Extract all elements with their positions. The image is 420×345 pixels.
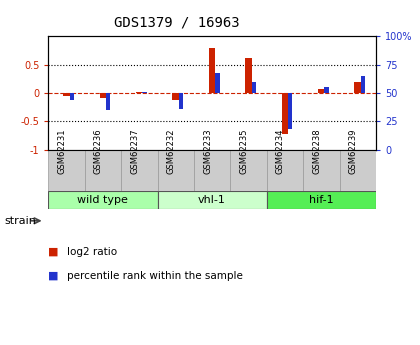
- Bar: [339, 150, 376, 191]
- Bar: [48, 191, 158, 209]
- Bar: [106, 93, 110, 110]
- Text: GSM62237: GSM62237: [130, 128, 139, 174]
- Bar: [215, 72, 220, 93]
- Bar: [245, 58, 252, 93]
- Bar: [318, 89, 325, 93]
- Text: GSM62233: GSM62233: [203, 128, 212, 174]
- Bar: [158, 191, 267, 209]
- Bar: [121, 150, 158, 191]
- Text: wild type: wild type: [77, 195, 129, 205]
- Text: GSM62236: GSM62236: [94, 128, 103, 174]
- Text: GSM62238: GSM62238: [312, 128, 321, 174]
- Bar: [230, 150, 267, 191]
- Text: GSM62231: GSM62231: [58, 128, 66, 174]
- Text: GSM62235: GSM62235: [239, 128, 249, 174]
- Bar: [85, 150, 121, 191]
- Bar: [282, 93, 288, 134]
- Text: hif-1: hif-1: [309, 195, 333, 205]
- Text: percentile rank within the sample: percentile rank within the sample: [67, 271, 243, 281]
- Text: strain: strain: [4, 216, 36, 226]
- Text: ■: ■: [48, 247, 59, 257]
- Bar: [361, 76, 365, 93]
- Text: GSM62234: GSM62234: [276, 128, 285, 174]
- Bar: [209, 48, 215, 93]
- Bar: [267, 150, 303, 191]
- Bar: [70, 93, 74, 100]
- Text: GDS1379 / 16963: GDS1379 / 16963: [113, 15, 239, 29]
- Bar: [288, 93, 292, 129]
- Bar: [267, 191, 376, 209]
- Bar: [136, 92, 142, 93]
- Text: vhl-1: vhl-1: [198, 195, 226, 205]
- Bar: [173, 93, 179, 100]
- Bar: [354, 82, 361, 93]
- Text: GSM62239: GSM62239: [349, 128, 358, 174]
- Bar: [179, 93, 183, 109]
- Bar: [63, 93, 70, 96]
- Bar: [303, 150, 339, 191]
- Bar: [158, 150, 194, 191]
- Bar: [324, 87, 329, 93]
- Text: GSM62232: GSM62232: [167, 128, 176, 174]
- Bar: [100, 93, 106, 98]
- Bar: [48, 150, 85, 191]
- Text: log2 ratio: log2 ratio: [67, 247, 117, 257]
- Bar: [194, 150, 230, 191]
- Text: ■: ■: [48, 271, 59, 281]
- Bar: [252, 82, 256, 93]
- Bar: [142, 92, 147, 93]
